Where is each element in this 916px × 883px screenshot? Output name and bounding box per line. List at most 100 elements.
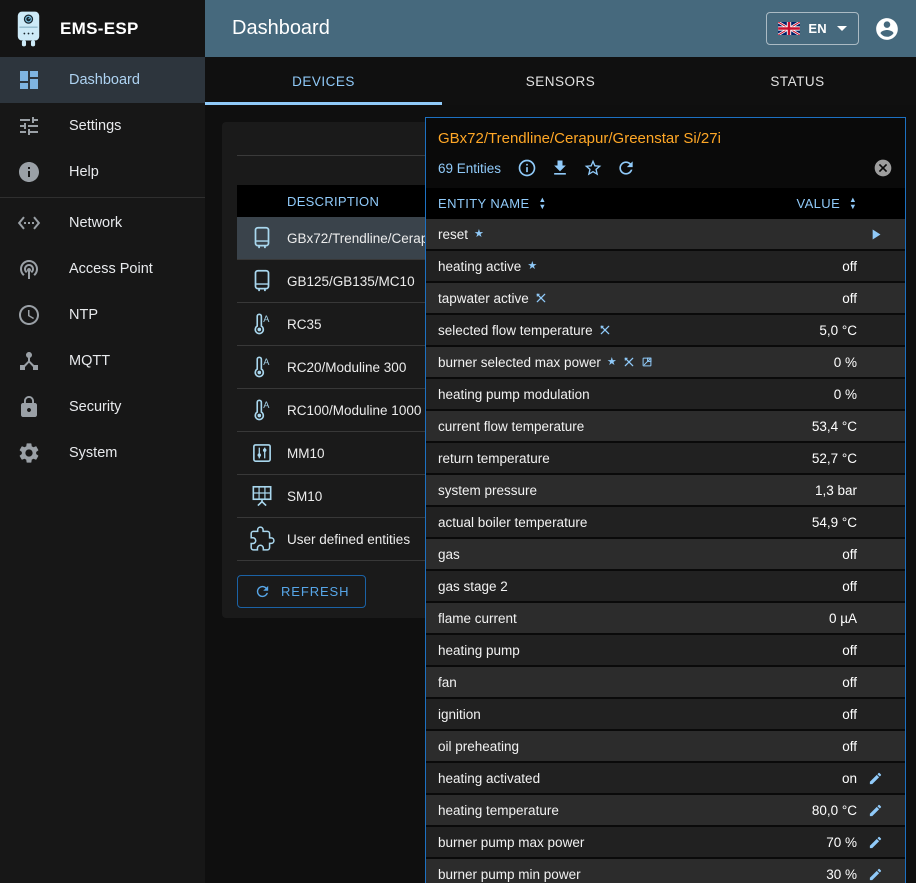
entity-name: heating pump modulation — [438, 386, 590, 402]
tab-bar: DEVICES SENSORS STATUS — [205, 57, 916, 105]
entity-row-current-flow-temperature: current flow temperature 53,4 °C — [426, 411, 905, 441]
sidebar-item-mqtt[interactable]: MQTT — [0, 338, 205, 384]
entity-name: burner selected max power ★ — [438, 355, 834, 370]
puzzle-icon — [237, 526, 287, 552]
content-area: DESCRIPTION GBx72/Trendline/Cerapur/Gree… — [205, 105, 916, 883]
entity-name-header-label: ENTITY NAME — [438, 196, 530, 211]
entity-value: off — [842, 642, 857, 658]
sidebar-item-label: Security — [69, 399, 122, 415]
edit-pencil-icon[interactable] — [857, 835, 893, 850]
entity-name: system pressure — [438, 482, 538, 498]
entity-name: fan — [438, 674, 457, 690]
entity-value: 5,0 °C — [819, 322, 857, 338]
language-selector[interactable]: EN — [766, 12, 859, 45]
entity-value: off — [842, 290, 857, 306]
favorite-star-icon: ★ — [527, 259, 538, 272]
entity-name: burner pump min power — [438, 866, 581, 882]
sidebar-item-access-point[interactable]: Access Point — [0, 246, 205, 292]
sidebar-item-label: Settings — [69, 118, 122, 134]
ethernet-icon — [17, 211, 41, 235]
edit-pencil-icon[interactable] — [857, 867, 893, 882]
entity-row-selected-flow-temperature: selected flow temperature 5,0 °C — [426, 315, 905, 345]
sidebar: EMS-ESP Dashboard Settings Help Network Acce… — [0, 0, 205, 883]
chevron-down-icon — [837, 26, 847, 31]
entity-row-reset[interactable]: reset ★ — [426, 219, 905, 249]
writeable-tools-icon — [623, 356, 635, 368]
entity-value: off — [842, 578, 857, 594]
entity-row-heating-activated[interactable]: heating activated on — [426, 763, 905, 793]
writeable-tools-icon — [535, 292, 547, 304]
svg-text:A: A — [263, 357, 270, 367]
sidebar-item-settings[interactable]: Settings — [0, 103, 205, 149]
entity-row-heating-temperature[interactable]: heating temperature 80,0 °C — [426, 795, 905, 825]
sort-icon[interactable]: ▲ ▼ — [849, 195, 857, 211]
sidebar-item-network[interactable]: Network — [0, 200, 205, 246]
entity-value: 52,7 °C — [811, 450, 857, 466]
favorite-star-icon: ★ — [606, 355, 617, 368]
download-icon[interactable] — [550, 158, 570, 178]
sidebar-item-ntp[interactable]: NTP — [0, 292, 205, 338]
sidebar-item-help[interactable]: Help — [0, 149, 205, 195]
edit-pencil-icon[interactable] — [857, 803, 893, 818]
refresh-button[interactable]: REFRESH — [237, 575, 367, 608]
favorites-star-icon[interactable] — [583, 158, 603, 178]
entity-row-gas: gas off — [426, 539, 905, 569]
language-label: EN — [808, 21, 827, 36]
device-name: RC100/Moduline 1000 — [287, 402, 422, 418]
sidebar-item-label: Help — [69, 164, 99, 180]
entity-value: 70 % — [826, 834, 857, 850]
entity-value: 0 µA — [828, 610, 857, 626]
entity-name: oil preheating — [438, 738, 520, 754]
entity-name: actual boiler temperature — [438, 514, 588, 530]
entity-row-tapwater-active: tapwater active off — [426, 283, 905, 313]
refresh-icon — [254, 583, 271, 600]
tab-sensors[interactable]: SENSORS — [525, 73, 596, 89]
entity-row-return-temperature: return temperature 52,7 °C — [426, 443, 905, 473]
boiler-icon — [237, 225, 287, 251]
dialog-toolbar: 69 Entities — [438, 156, 893, 180]
info-icon[interactable] — [517, 158, 537, 178]
main-area: Dashboard EN DEVICES SENSORS — [205, 0, 916, 883]
refresh-entities-icon[interactable] — [616, 158, 636, 178]
entity-value: on — [841, 770, 857, 786]
entity-value: 30 % — [826, 866, 857, 882]
device-name: MM10 — [287, 445, 325, 461]
tab-devices[interactable]: DEVICES — [205, 57, 442, 105]
sidebar-item-security[interactable]: Security — [0, 384, 205, 430]
run-command-icon[interactable] — [857, 226, 893, 243]
close-icon[interactable] — [873, 158, 893, 178]
account-icon[interactable] — [874, 16, 900, 42]
wifi-tethering-icon — [17, 257, 41, 281]
device-hub-icon — [17, 349, 41, 373]
entity-name: heating pump — [438, 642, 520, 658]
thermostat-icon: A — [237, 354, 287, 380]
entity-row-oil-preheating: oil preheating off — [426, 731, 905, 761]
entity-name: return temperature — [438, 450, 550, 466]
tab-status[interactable]: STATUS — [770, 73, 825, 89]
sidebar-item-dashboard[interactable]: Dashboard — [0, 57, 205, 103]
entity-value: off — [842, 674, 857, 690]
edit-pencil-icon[interactable] — [857, 771, 893, 786]
entity-table-body: reset ★ heating active ★ off tapwater active o… — [426, 219, 905, 883]
entity-name: gas stage 2 — [438, 578, 508, 594]
entity-value: 0 % — [833, 354, 857, 370]
entity-value: off — [842, 258, 857, 274]
entity-row-burner-pump-min-power[interactable]: burner pump min power 30 % — [426, 859, 905, 883]
entity-name: heating active ★ — [438, 258, 538, 274]
device-name: RC35 — [287, 316, 322, 332]
device-name: GB125/GB135/MC10 — [287, 273, 415, 289]
entity-table-header: ENTITY NAME ▲ ▼ VALUE ▲ ▼ — [426, 188, 905, 219]
sidebar-item-system[interactable]: System — [0, 430, 205, 476]
entity-name: heating temperature — [438, 802, 559, 818]
entity-row-burner-pump-max-power[interactable]: burner pump max power 70 % — [426, 827, 905, 857]
device-name: User defined entities — [287, 531, 411, 547]
sort-icon[interactable]: ▲ ▼ — [538, 195, 547, 211]
entity-name: flame current — [438, 610, 517, 626]
entity-row-heating-pump-modulation: heating pump modulation 0 % — [426, 379, 905, 409]
entity-name: selected flow temperature — [438, 323, 819, 338]
entity-table: ENTITY NAME ▲ ▼ VALUE ▲ ▼ reset ★ heating ac… — [426, 188, 905, 883]
sidebar-divider — [0, 197, 205, 198]
entity-row-ignition: ignition off — [426, 699, 905, 729]
sidebar-item-label: Network — [69, 215, 123, 231]
